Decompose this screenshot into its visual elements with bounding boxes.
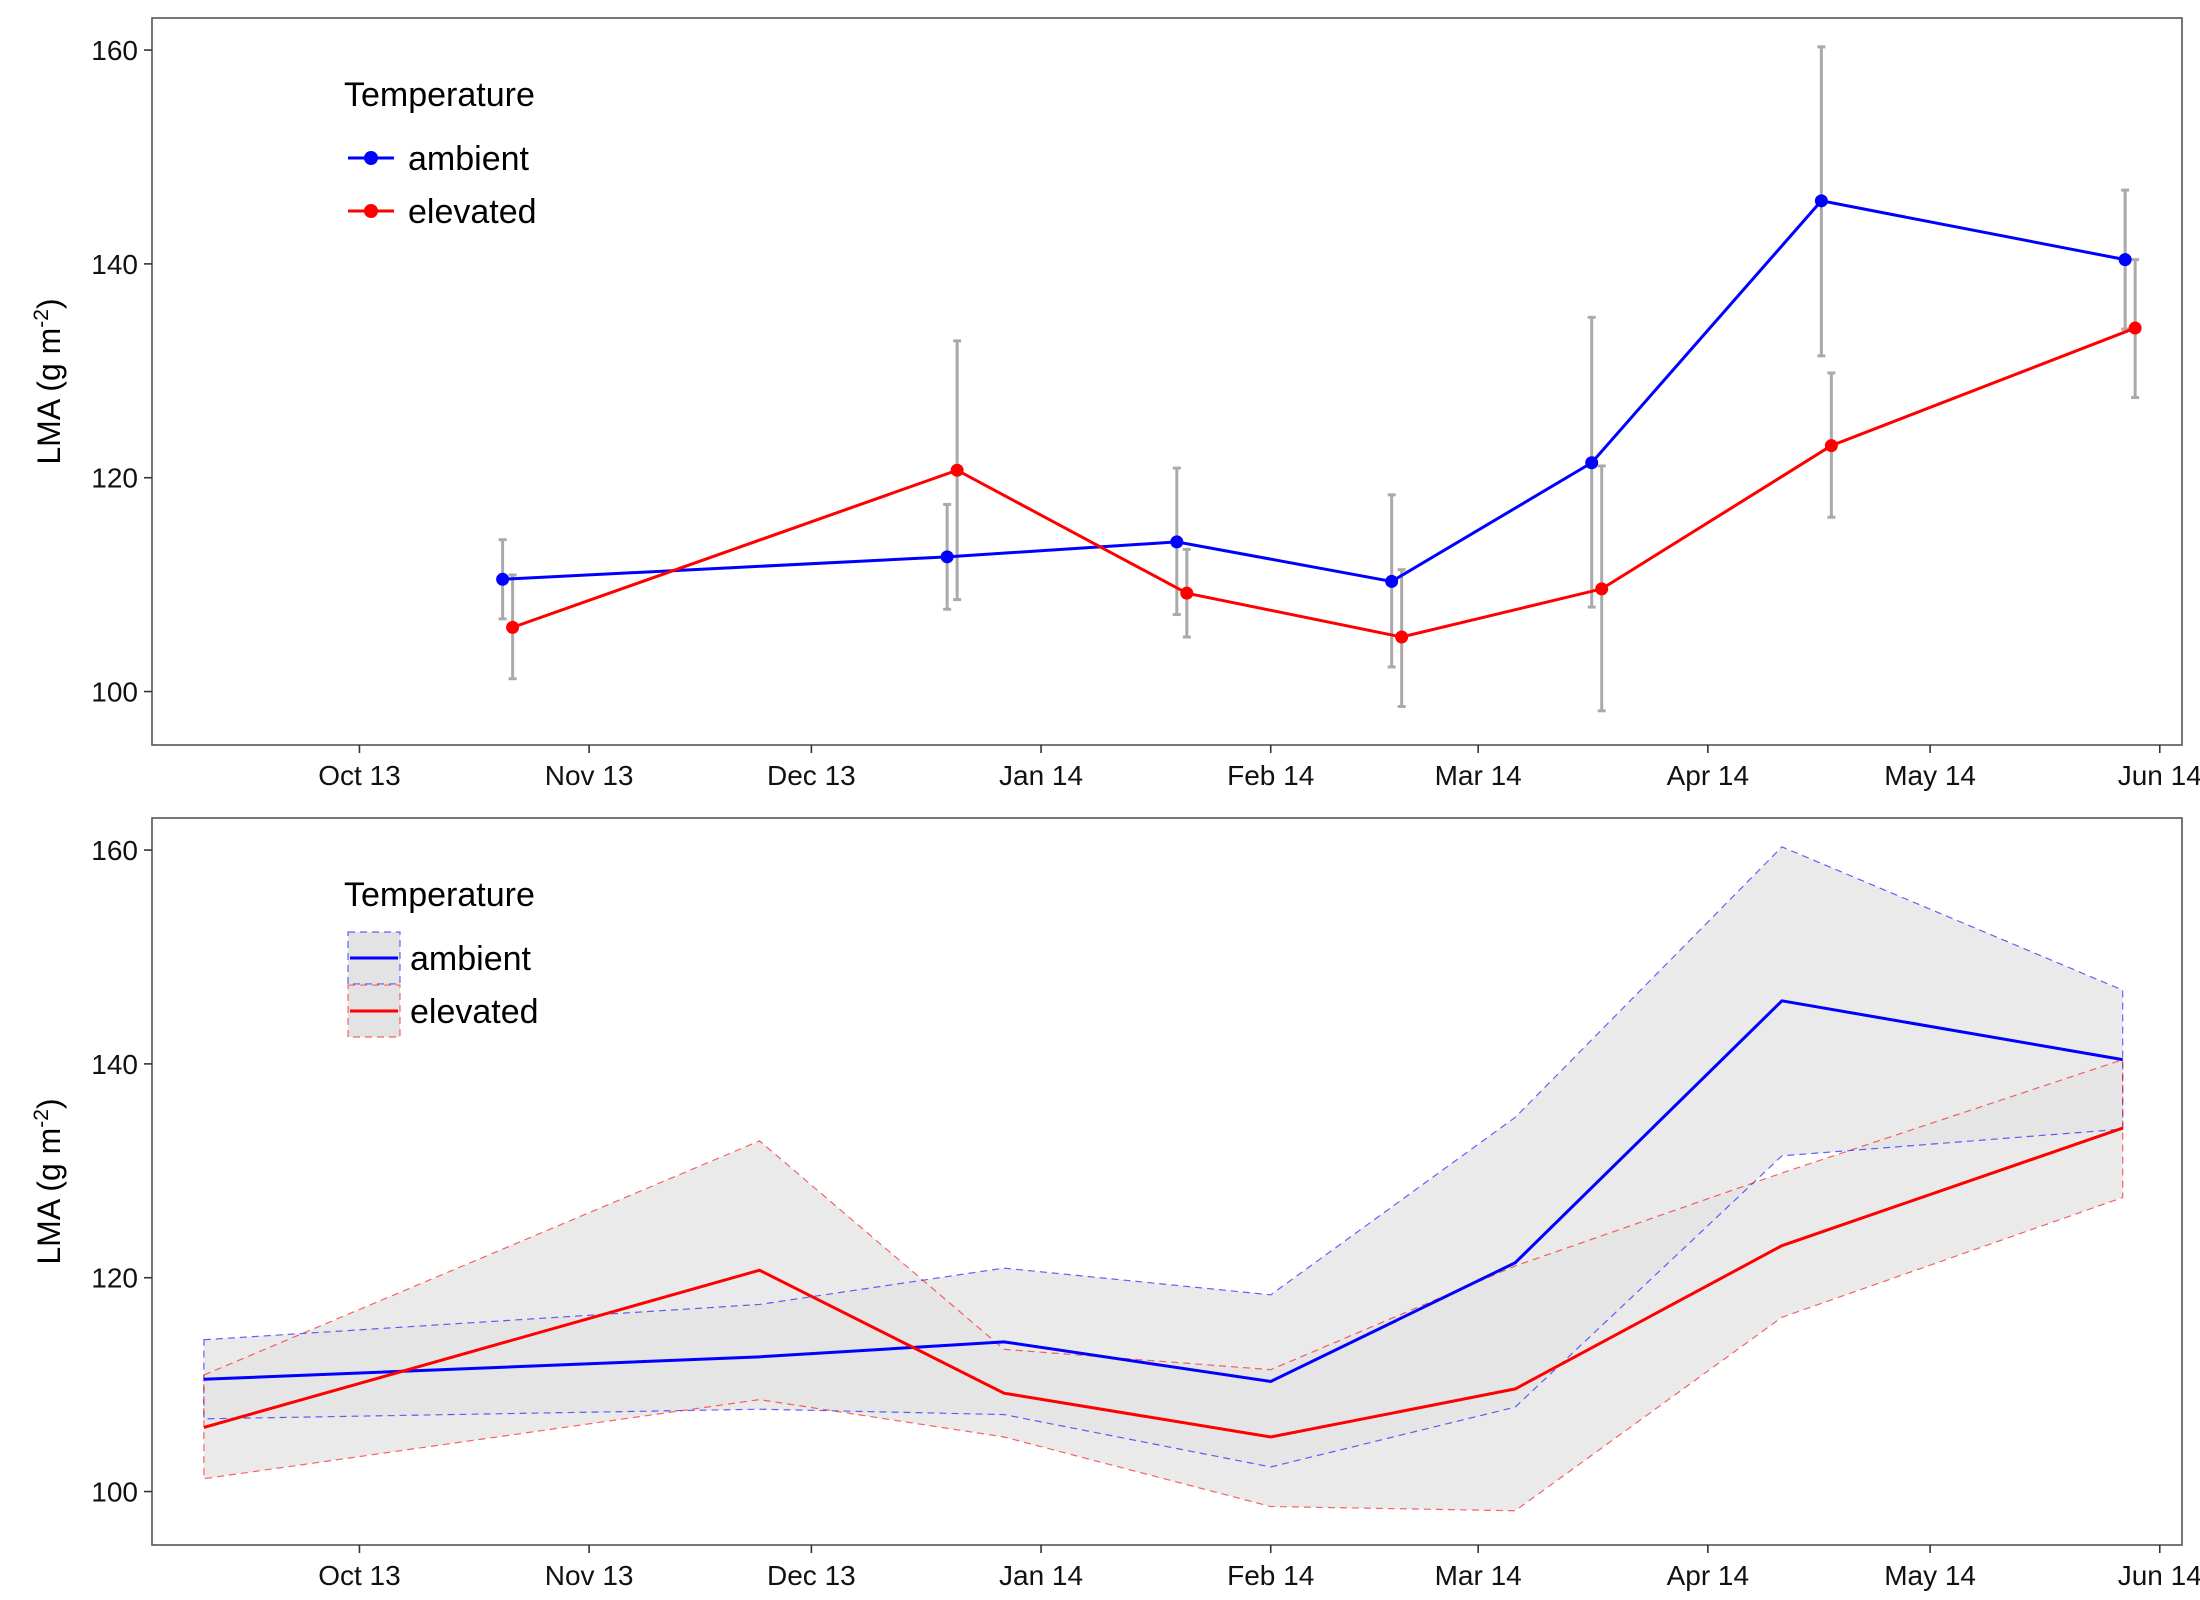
ambient-point xyxy=(940,550,954,564)
y-axis-title: LMA (g m-2) xyxy=(30,1098,67,1264)
x-tick-label: Jan 14 xyxy=(999,1560,1083,1591)
elevated-line xyxy=(203,1126,2124,1439)
y-tick-label: 100 xyxy=(91,677,138,708)
x-tick-label: Dec 13 xyxy=(767,1560,856,1591)
x-tick-label: Dec 13 xyxy=(767,760,856,791)
x-tick-label: May 14 xyxy=(1884,760,1976,791)
elevated-point xyxy=(506,620,520,634)
top-panel-errorbar-chart: 100 120 140 160 Oct 13 Nov 13 Dec 13 Jan 14 Feb … xyxy=(30,17,2200,791)
x-tick-label: Nov 13 xyxy=(545,760,634,791)
elevated-point xyxy=(1595,582,1609,596)
legend-key-point xyxy=(364,204,378,218)
ambient-point xyxy=(496,572,510,586)
legend-label: ambient xyxy=(410,940,532,978)
ambient-point xyxy=(1585,456,1599,470)
x-tick-label: Mar 14 xyxy=(1435,760,1522,791)
ambient-point xyxy=(1814,194,1828,208)
y-tick-label: 120 xyxy=(91,1263,138,1294)
legend-title: Temperature xyxy=(344,76,535,114)
x-tick-label: Feb 14 xyxy=(1227,760,1314,791)
ambient-point xyxy=(2118,253,2132,267)
elevated-point xyxy=(1395,630,1409,644)
legend-label: ambient xyxy=(408,140,530,178)
y-tick-label: 160 xyxy=(91,35,138,66)
x-tick-label: Oct 13 xyxy=(318,760,400,791)
elevated-point xyxy=(950,463,964,477)
y-tick-label: 140 xyxy=(91,249,138,280)
y-tick-label: 120 xyxy=(91,463,138,494)
y-tick-label: 100 xyxy=(91,1477,138,1508)
elevated-point xyxy=(2128,321,2142,335)
elevated-point xyxy=(1180,586,1194,600)
plot-frame xyxy=(151,17,2183,746)
ambient-line xyxy=(203,999,2123,1383)
legend-label: elevated xyxy=(410,993,539,1031)
elevated-point xyxy=(1824,439,1838,453)
x-tick-label: Jun 14 xyxy=(2118,760,2200,791)
y-axis-title: LMA (g m-2) xyxy=(30,298,67,464)
y-tick-label: 140 xyxy=(91,1049,138,1080)
y-tick-label: 160 xyxy=(91,835,138,866)
x-tick-label: Oct 13 xyxy=(318,1560,400,1591)
x-tick-label: Nov 13 xyxy=(545,1560,634,1591)
elevated-ribbon xyxy=(203,1059,2123,1511)
x-tick-label: Jan 14 xyxy=(999,760,1083,791)
x-tick-label: Apr 14 xyxy=(1667,760,1750,791)
x-tick-label: Jun 14 xyxy=(2118,1560,2200,1591)
bottom-panel-ribbon-chart: 100 120 140 160 Oct 13 Nov 13 Dec 13 Jan 14 Feb … xyxy=(30,817,2200,1591)
legend-key-point xyxy=(364,151,378,165)
x-tick-label: Feb 14 xyxy=(1227,1560,1314,1591)
ambient-point xyxy=(1170,535,1184,549)
x-tick-label: Apr 14 xyxy=(1667,1560,1750,1591)
legend-label: elevated xyxy=(408,193,537,231)
ambient-point xyxy=(1385,574,1399,588)
legend-title: Temperature xyxy=(344,876,535,914)
x-tick-label: May 14 xyxy=(1884,1560,1976,1591)
x-tick-label: Mar 14 xyxy=(1435,1560,1522,1591)
